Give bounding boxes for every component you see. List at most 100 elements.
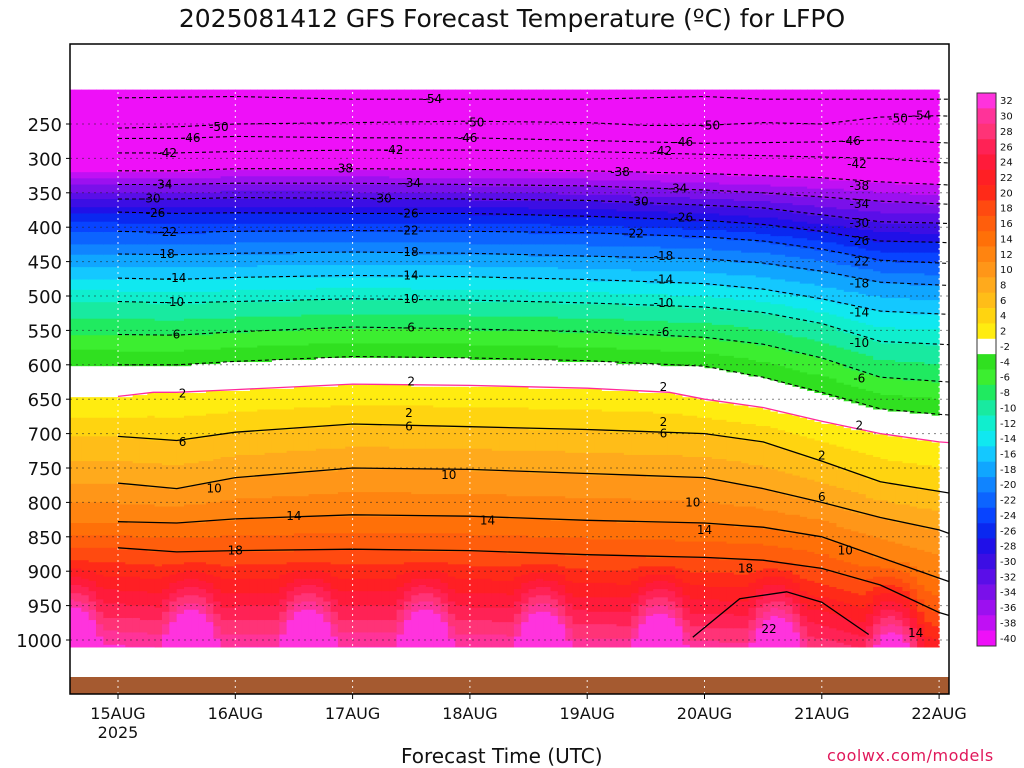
contour-label: -50 bbox=[888, 111, 908, 125]
colorbar-label: 32 bbox=[1000, 96, 1013, 107]
x-tick-label: 22AUG bbox=[911, 704, 966, 723]
y-tick-label: 400 bbox=[28, 218, 62, 239]
colorbar-swatch bbox=[977, 507, 996, 524]
colorbar-label: 12 bbox=[1000, 250, 1013, 261]
contour-label: 2 bbox=[407, 374, 415, 388]
contour-label: -30 bbox=[372, 191, 392, 205]
contour-line bbox=[117, 298, 949, 346]
contour-line bbox=[118, 197, 949, 225]
contour-label: 2 bbox=[660, 415, 668, 429]
x-tick-year: 2025 bbox=[98, 723, 139, 742]
contour-label: -38 bbox=[850, 179, 870, 193]
contour-label: 10 bbox=[838, 544, 853, 558]
contour-line bbox=[117, 211, 949, 244]
plot-frame bbox=[69, 43, 950, 695]
contour-label: -34 bbox=[850, 197, 870, 211]
colorbar-label: -26 bbox=[1000, 526, 1016, 537]
contour-label: -26 bbox=[399, 206, 419, 220]
colorbar-label: -4 bbox=[1000, 357, 1010, 368]
contour-label: 2 bbox=[818, 449, 826, 463]
chart-title: 2025081412 GFS Forecast Temperature (ºC)… bbox=[178, 4, 846, 33]
contour-label: -34 bbox=[401, 176, 421, 190]
site-credit: coolwx.com/models bbox=[827, 746, 994, 765]
y-tick-label: 650 bbox=[28, 390, 62, 411]
colorbar-swatch bbox=[977, 538, 996, 555]
colorbar-swatch bbox=[977, 584, 996, 601]
contour-line bbox=[118, 168, 949, 186]
colorbar-swatch bbox=[977, 308, 996, 324]
contour-label: -50 bbox=[465, 116, 485, 130]
x-tick-label: 19AUG bbox=[559, 704, 614, 723]
y-tick-label: 950 bbox=[28, 597, 62, 618]
colorbar-swatch bbox=[977, 553, 996, 570]
colorbar-label: -22 bbox=[1000, 496, 1016, 507]
y-tick-label: 500 bbox=[28, 287, 62, 308]
contour-line bbox=[117, 514, 949, 583]
contour-label: 6 bbox=[405, 420, 413, 434]
x-tick-label: 15AUG bbox=[90, 704, 145, 723]
contour-label: 10 bbox=[441, 468, 456, 482]
contour-label: 6 bbox=[818, 490, 826, 504]
colorbar-swatch bbox=[977, 523, 996, 539]
colorbar-label: 26 bbox=[1000, 142, 1013, 153]
colorbar-swatch bbox=[977, 246, 996, 263]
colorbar-swatch bbox=[977, 477, 996, 493]
y-tick-label: 1000 bbox=[16, 631, 62, 652]
colorbar-swatch bbox=[977, 215, 996, 232]
contour-line bbox=[117, 467, 949, 535]
y-tick-label: 750 bbox=[28, 459, 62, 480]
colorbar-swatch bbox=[977, 630, 996, 647]
contour-label: -42 bbox=[652, 144, 672, 158]
contour-line bbox=[118, 149, 949, 164]
colorbar-swatch bbox=[977, 261, 996, 278]
y-tick-label: 350 bbox=[28, 184, 62, 205]
x-tick-label: 16AUG bbox=[208, 704, 263, 723]
contour-label: -38 bbox=[610, 165, 630, 179]
contour-label: -14 bbox=[399, 268, 419, 282]
colorbar-label: -6 bbox=[1000, 373, 1010, 384]
contour-line bbox=[117, 326, 949, 383]
colorbar-swatch bbox=[977, 185, 996, 201]
y-tick-label: 250 bbox=[28, 115, 62, 136]
colorbar-label: -12 bbox=[1000, 419, 1016, 430]
contour-label: -50 bbox=[701, 118, 721, 132]
colorbar-label: -16 bbox=[1000, 449, 1016, 460]
colorbar-swatch bbox=[977, 461, 996, 478]
contour-label: -6 bbox=[403, 321, 415, 335]
contour-label: -18 bbox=[654, 249, 674, 263]
colorbar-label: -30 bbox=[1000, 557, 1016, 568]
contour-label: -42 bbox=[157, 146, 177, 160]
colorbar-swatch bbox=[977, 446, 996, 462]
colorbar-swatch bbox=[977, 400, 996, 416]
contour-label: -6 bbox=[657, 325, 669, 339]
contour-label: 22 bbox=[761, 622, 776, 636]
colorbar-label: 18 bbox=[1000, 204, 1013, 215]
contour-line bbox=[117, 547, 949, 617]
contour-label: -26 bbox=[674, 211, 694, 225]
contour-label: 6 bbox=[179, 435, 187, 449]
contour-label: -18 bbox=[155, 247, 175, 261]
contour-line bbox=[117, 423, 949, 494]
contour-line bbox=[117, 251, 949, 287]
contour-label: -18 bbox=[850, 277, 870, 291]
colorbar-swatch bbox=[977, 415, 996, 432]
contour-line bbox=[118, 135, 949, 144]
contour-label: -22 bbox=[850, 255, 870, 269]
contour-label: 10 bbox=[207, 482, 222, 496]
colorbar-swatch bbox=[977, 384, 996, 401]
terrain-band bbox=[70, 677, 949, 694]
colorbar-swatch bbox=[977, 154, 996, 171]
contour-label: 10 bbox=[685, 495, 700, 509]
contour-label: 14 bbox=[697, 523, 712, 537]
colorbar-swatch bbox=[977, 569, 996, 585]
contour-line bbox=[692, 591, 870, 638]
colorbar-label: -36 bbox=[1000, 603, 1016, 614]
contour-line bbox=[117, 115, 949, 129]
colorbar-swatch bbox=[977, 492, 996, 509]
colorbar-swatch bbox=[977, 200, 996, 217]
contour-line bbox=[117, 95, 949, 100]
y-tick-label: 550 bbox=[28, 321, 62, 342]
colorbar-swatch bbox=[977, 615, 996, 631]
